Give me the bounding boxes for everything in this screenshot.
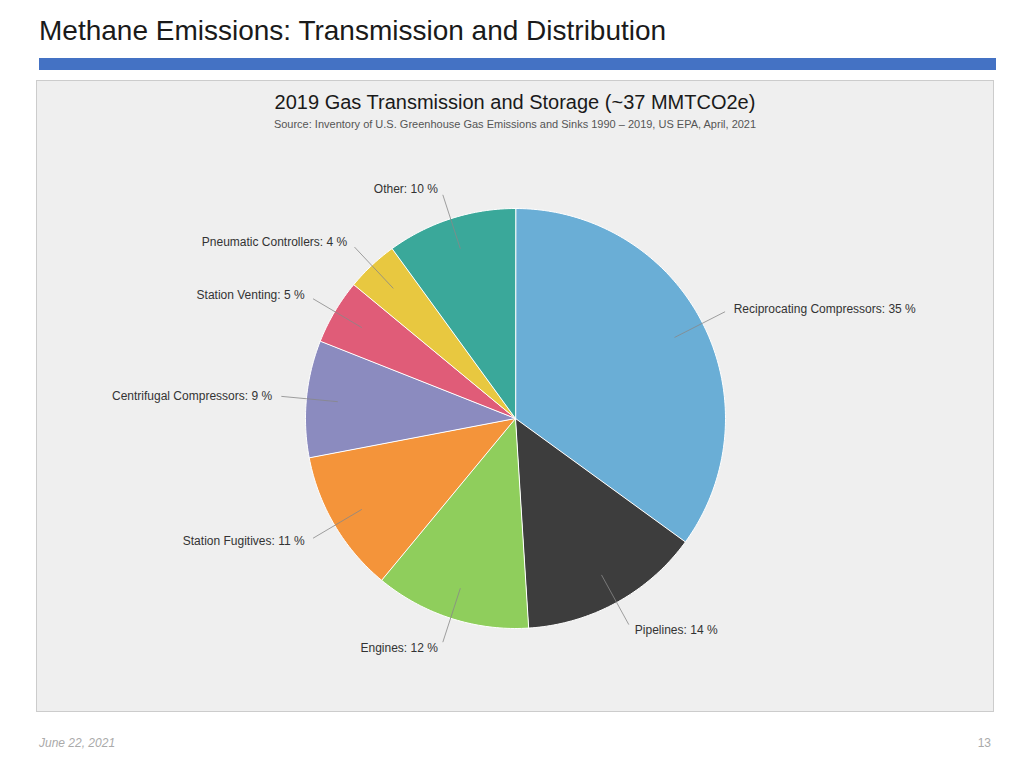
svg-text:Station Venting: 5 %: Station Venting: 5 %	[197, 288, 305, 302]
svg-text:Station Fugitives: 11 %: Station Fugitives: 11 %	[183, 534, 305, 548]
svg-text:Engines: 12 %: Engines: 12 %	[360, 641, 438, 655]
html-text:13: 13	[977, 736, 991, 750]
html-text:Methane Emissions: Transmissio: Methane Emissions: Transmission and Dist…	[39, 15, 667, 46]
svg-text:Reciprocating Compressors: 35: Reciprocating Compressors: 35 %	[734, 302, 916, 316]
svg-text:Pipelines: 14 %: Pipelines: 14 %	[635, 623, 718, 637]
svg-text:Other: 10 %: Other: 10 %	[374, 182, 438, 196]
html-text:Source: Inventory of U.S. Gree: Source: Inventory of U.S. Greenhouse Gas…	[273, 118, 757, 130]
html-text:2019 Gas Transmission and Stor: 2019 Gas Transmission and Storage (~37 M…	[274, 91, 756, 113]
svg-text:Pneumatic Controllers: 4 %: Pneumatic Controllers: 4 %	[202, 235, 348, 249]
svg-text:Centrifugal Compressors: 9 %: Centrifugal Compressors: 9 %	[112, 389, 272, 403]
html-text:June 22, 2021: June 22, 2021	[39, 736, 116, 750]
